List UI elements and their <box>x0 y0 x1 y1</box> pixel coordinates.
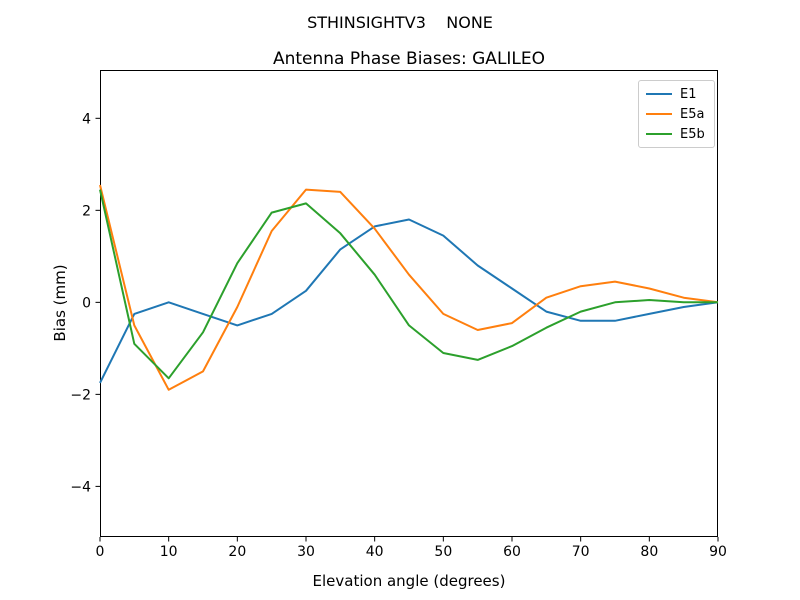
x-tick-label: 40 <box>366 544 384 560</box>
y-tick-label: −2 <box>70 387 91 403</box>
legend: E1 E5a E5b <box>638 80 715 148</box>
y-tick-label: −4 <box>70 479 91 495</box>
x-tick-label: 0 <box>96 544 105 560</box>
x-tick-label: 60 <box>503 544 521 560</box>
figure-suptitle: STHINSIGHTV3 NONE <box>307 13 493 32</box>
legend-item: E5b <box>646 124 714 144</box>
y-tick-label: 4 <box>82 111 91 127</box>
y-tick-label: 0 <box>82 295 91 311</box>
x-tick-label: 50 <box>434 544 452 560</box>
axes-title: Antenna Phase Biases: GALILEO <box>272 49 546 69</box>
legend-label: E5b <box>680 126 705 142</box>
line-E1 <box>99 218 719 384</box>
x-tick-label: 70 <box>572 544 590 560</box>
x-tick-label: 80 <box>640 544 658 560</box>
legend-line-icon <box>646 132 672 136</box>
x-axis-label: Elevation angle (degrees) <box>312 572 506 590</box>
legend-item: E1 <box>646 84 714 104</box>
legend-line-icon <box>646 112 672 116</box>
x-tick-label: 30 <box>297 544 315 560</box>
legend-line-icon <box>646 92 672 96</box>
line-E5a <box>99 184 719 391</box>
legend-label: E5a <box>680 106 705 122</box>
plot-frame <box>100 70 718 537</box>
y-axis-label: Bias (mm) <box>51 264 69 342</box>
line-E5b <box>99 189 718 380</box>
x-tick-label: 20 <box>228 544 246 560</box>
x-tick-label: 10 <box>160 544 178 560</box>
plot-area: 0 10 20 30 40 50 60 70 80 90 −4 −2 0 2 4 <box>70 70 727 560</box>
x-tick-label: 90 <box>709 544 727 560</box>
legend-item: E5a <box>646 104 714 124</box>
legend-label: E1 <box>680 86 697 102</box>
y-tick-label: 2 <box>82 203 91 219</box>
